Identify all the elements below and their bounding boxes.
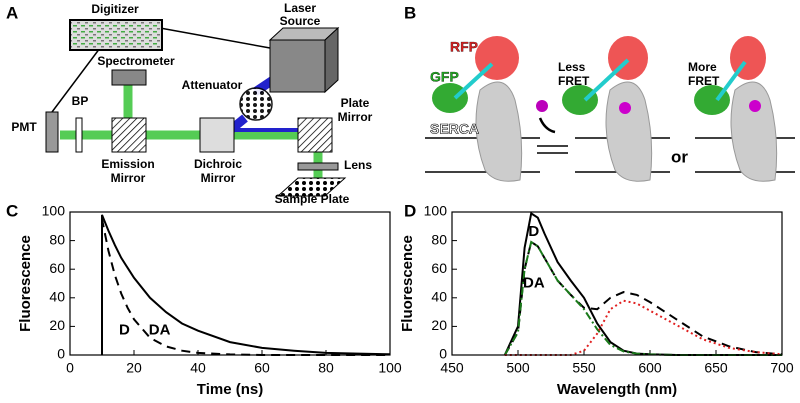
x-tick-label: 450 — [440, 360, 464, 376]
panel-label: B — [404, 3, 416, 22]
label: or — [671, 147, 688, 166]
label: Source — [280, 14, 321, 28]
y-tick-label: 60 — [431, 260, 447, 276]
y-tick-label: 80 — [49, 231, 65, 247]
x-tick-label: 20 — [126, 360, 142, 376]
setup-diagram — [45, 19, 347, 197]
series-line — [503, 240, 782, 356]
x-axis-label: Time (ns) — [197, 381, 263, 398]
series-label: DA — [523, 274, 545, 291]
label: Attenuator — [182, 78, 243, 92]
x-tick-label: 650 — [704, 360, 728, 376]
label: Sample Plate — [275, 192, 350, 206]
y-tick-label: 0 — [439, 346, 447, 362]
y-tick-label: 60 — [49, 260, 65, 276]
panel-label: C — [6, 201, 18, 220]
label: Mirror — [111, 171, 146, 185]
label: FRET — [688, 74, 720, 88]
label: PMT — [11, 120, 37, 134]
plot-frame — [451, 211, 783, 356]
x-tick-label: 500 — [506, 360, 530, 376]
label: Digitizer — [91, 2, 139, 16]
label: RFP — [450, 39, 478, 55]
chart-c: 0 20 40 60 80 100 0 20 40 60 80 100 D DA Time (ns) Fluo… — [17, 203, 402, 398]
y-tick-label: 20 — [49, 317, 65, 333]
panel-label: D — [404, 201, 416, 220]
x-tick-label: 100 — [378, 360, 402, 376]
series-label: D — [119, 322, 130, 339]
label: Emission — [101, 157, 154, 171]
series-line — [101, 214, 391, 356]
plot-frame — [69, 211, 391, 356]
series-label: DA — [149, 322, 171, 339]
y-tick-label: 100 — [424, 203, 448, 219]
label: Plate — [341, 96, 370, 110]
x-tick-label: 80 — [318, 360, 334, 376]
label: SERCA — [430, 121, 479, 137]
y-axis-label: Fluorescence — [399, 235, 416, 332]
chart-d: 0 20 40 60 80 100 450 500 550 600 650 700 D DA Wavelen… — [399, 203, 794, 398]
label: Dichroic — [194, 157, 242, 171]
panel-label: A — [6, 3, 18, 22]
label: Laser — [284, 1, 316, 15]
label: Mirror — [201, 171, 236, 185]
digitizer-box — [69, 19, 163, 51]
y-tick-label: 0 — [57, 346, 65, 362]
label: Lens — [344, 158, 372, 172]
y-axis-label: Fluorescence — [17, 235, 34, 332]
series-line — [503, 240, 783, 356]
y-tick-label: 40 — [49, 289, 65, 305]
label: BP — [72, 94, 89, 108]
label: More — [688, 60, 717, 74]
y-tick-label: 40 — [431, 289, 447, 305]
x-tick-label: 60 — [254, 360, 270, 376]
y-tick-label: 100 — [42, 203, 66, 219]
series-label: D — [528, 223, 539, 240]
x-tick-label: 0 — [66, 360, 74, 376]
label: Spectrometer — [97, 54, 175, 68]
series-line — [101, 219, 390, 356]
y-tick-label: 20 — [431, 317, 447, 333]
x-tick-label: 550 — [572, 360, 596, 376]
x-tick-label: 700 — [770, 360, 794, 376]
x-tick-label: 600 — [638, 360, 662, 376]
label: Mirror — [338, 110, 373, 124]
x-axis-label: Wavelength (nm) — [557, 381, 677, 398]
series-line — [503, 211, 782, 356]
label: Less — [558, 60, 586, 74]
label: GFP — [430, 69, 459, 85]
series-line — [504, 299, 783, 356]
label: FRET — [558, 74, 590, 88]
y-tick-label: 80 — [431, 231, 447, 247]
x-tick-label: 40 — [190, 360, 206, 376]
fret-diagram — [425, 36, 795, 182]
